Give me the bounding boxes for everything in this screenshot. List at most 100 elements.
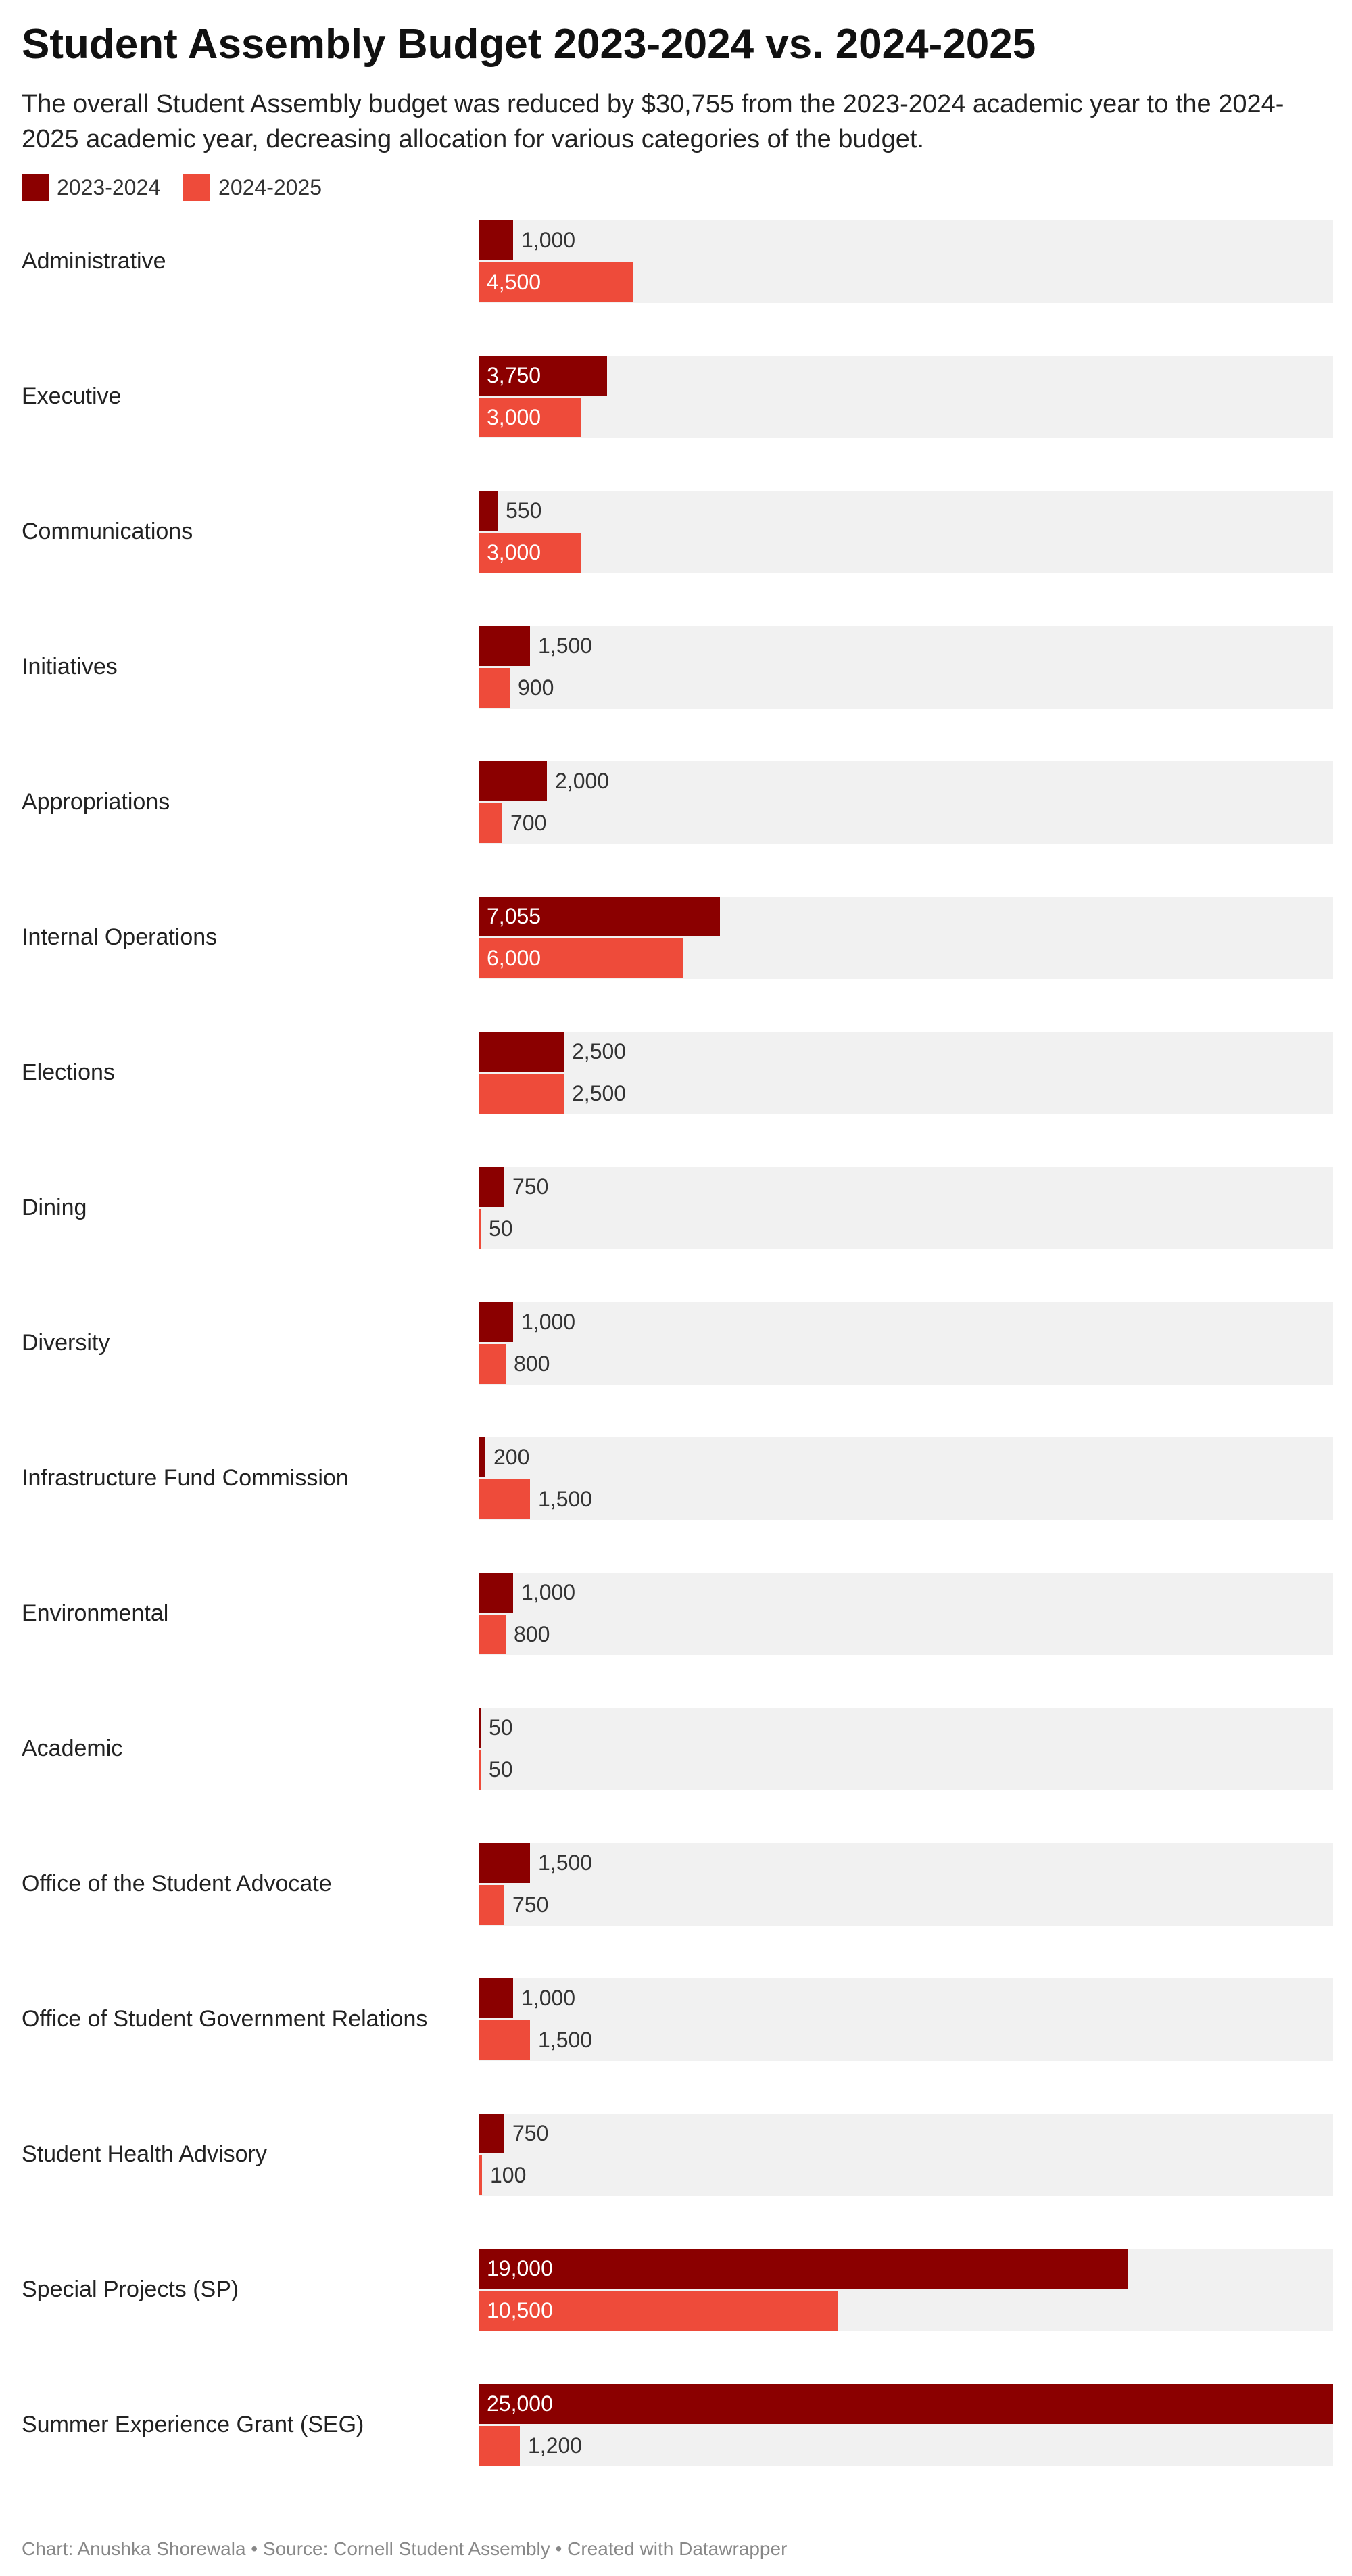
bar-2023-2024	[479, 1707, 481, 1748]
data-label-2023-2024: 7,055	[487, 903, 541, 928]
bar-2024-2025	[479, 803, 502, 843]
category-label: Office of the Student Advocate	[22, 1871, 332, 1897]
row-background	[479, 1572, 1333, 1655]
row-background	[479, 761, 1333, 844]
bar-2023-2024	[479, 1302, 513, 1342]
chart-row: Internal Operations 7,055 6,000	[22, 896, 1333, 1032]
legend-swatch-2024-2025	[183, 174, 211, 201]
data-label-2024-2025: 800	[514, 1351, 550, 1376]
bar-2024-2025	[479, 1749, 481, 1790]
category-label: Dining	[22, 1195, 87, 1221]
chart-title: Student Assembly Budget 2023-2024 vs. 20…	[22, 21, 1036, 68]
bar-2024-2025	[479, 1343, 506, 1384]
chart-row: Infrastructure Fund Commission 200 1,500	[22, 1437, 1333, 1573]
data-label-2023-2024: 750	[512, 2120, 549, 2145]
chart-row: Student Health Advisory 750 100	[22, 2113, 1333, 2249]
bar-2024-2025	[479, 1073, 564, 1114]
data-label-2023-2024: 1,000	[521, 227, 576, 252]
bar-2023-2024	[479, 2113, 504, 2153]
chart-footer: Chart: Anushka Shorewala • Source: Corne…	[22, 2538, 788, 2559]
bar-2023-2024	[479, 220, 513, 260]
data-label-2023-2024: 1,500	[538, 1850, 593, 1875]
data-label-2024-2025: 1,500	[538, 1486, 593, 1511]
data-label-2023-2024: 50	[489, 1715, 513, 1740]
bar-2024-2025	[479, 667, 510, 708]
category-label: Special Projects (SP)	[22, 2276, 239, 2303]
row-background	[479, 1978, 1333, 2061]
chart-row: Summer Experience Grant (SEG) 25,000 1,200	[22, 2383, 1333, 2519]
chart-subtitle: The overall Student Assembly budget was …	[22, 90, 1284, 153]
row-background	[479, 490, 1333, 573]
legend-item-2023-2024: 2023-2024	[22, 174, 160, 201]
data-label-2024-2025: 900	[518, 675, 554, 700]
data-label-2024-2025: 700	[510, 810, 547, 835]
row-background	[479, 1707, 1333, 1790]
chart-row: Office of Student Government Relations 1,…	[22, 1978, 1333, 2114]
bar-2023-2024	[479, 625, 530, 666]
data-label-2023-2024: 750	[512, 1174, 549, 1199]
chart-row: Appropriations 2,000 700	[22, 761, 1333, 897]
chart-row: Dining 750 50	[22, 1166, 1333, 1302]
chart-row: Academic 50 50	[22, 1707, 1333, 1843]
row-background	[479, 1302, 1333, 1385]
data-label-2024-2025: 3,000	[487, 404, 541, 429]
data-label-2023-2024: 1,000	[521, 1309, 576, 1334]
data-label-2023-2024: 1,000	[521, 1985, 576, 2010]
bar-2024-2025	[479, 2020, 530, 2060]
legend-swatch-2023-2024	[22, 174, 49, 201]
data-label-2023-2024: 2,500	[572, 1039, 627, 1064]
category-label: Office of Student Government Relations	[22, 2006, 428, 2032]
data-label-2023-2024: 2,000	[555, 768, 610, 793]
row-background	[479, 1437, 1333, 1520]
row-background	[479, 355, 1333, 438]
bar-2023-2024	[479, 1166, 504, 1207]
category-label: Student Health Advisory	[22, 2141, 267, 2168]
data-label-2023-2024: 19,000	[487, 2256, 553, 2281]
data-label-2024-2025: 3,000	[487, 540, 541, 565]
data-label-2024-2025: 1,500	[538, 2027, 593, 2052]
data-label-2023-2024: 200	[493, 1444, 530, 1469]
bar-2024-2025	[479, 938, 683, 978]
chart-row: Environmental 1,000 800	[22, 1572, 1333, 1708]
category-label: Appropriations	[22, 789, 170, 815]
data-label-2024-2025: 750	[512, 1892, 549, 1917]
bar-2023-2024	[479, 1437, 485, 1477]
legend: 2023-2024 2024-2025	[22, 174, 1333, 201]
data-label-2024-2025: 1,200	[528, 2433, 583, 2458]
bar-2024-2025	[479, 2290, 838, 2331]
data-label-2024-2025: 6,000	[487, 945, 541, 970]
bar-2023-2024	[479, 761, 547, 801]
bar-2024-2025	[479, 1479, 530, 1519]
bar-2023-2024	[479, 1842, 530, 1883]
chart-row: Special Projects (SP) 19,000 10,500	[22, 2248, 1333, 2384]
category-label: Initiatives	[22, 654, 118, 680]
category-label: Environmental	[22, 1600, 169, 1627]
bar-2024-2025	[479, 262, 633, 302]
bar-2023-2024	[479, 2383, 1333, 2424]
bar-2024-2025	[479, 532, 581, 573]
bar-2024-2025	[479, 1614, 506, 1654]
chart-row: Administrative 1,000 4,500	[22, 220, 1333, 356]
data-label-2024-2025: 100	[490, 2162, 527, 2187]
category-label: Executive	[22, 383, 122, 410]
data-label-2023-2024: 1,000	[521, 1579, 576, 1604]
bar-2023-2024	[479, 1978, 513, 2018]
category-label: Elections	[22, 1059, 115, 1086]
legend-item-2024-2025: 2024-2025	[183, 174, 322, 201]
category-label: Summer Experience Grant (SEG)	[22, 2412, 364, 2438]
bar-2024-2025	[479, 397, 581, 437]
row-background	[479, 625, 1333, 709]
bar-2023-2024	[479, 896, 720, 936]
data-label-2024-2025: 10,500	[487, 2297, 553, 2322]
bar-2023-2024	[479, 355, 607, 396]
bar-chart: Administrative 1,000 4,500 Executive 3,750 3,…	[22, 220, 1333, 2519]
row-background	[479, 1842, 1333, 1926]
category-label: Academic	[22, 1736, 123, 1762]
category-label: Administrative	[22, 248, 166, 275]
data-label-2024-2025: 2,500	[572, 1080, 627, 1105]
data-label-2023-2024: 1,500	[538, 633, 593, 658]
chart-row: Office of the Student Advocate 1,500 750	[22, 1842, 1333, 1978]
data-label-2023-2024: 3,750	[487, 362, 541, 387]
category-label: Diversity	[22, 1330, 110, 1356]
bar-2023-2024	[479, 1572, 513, 1613]
